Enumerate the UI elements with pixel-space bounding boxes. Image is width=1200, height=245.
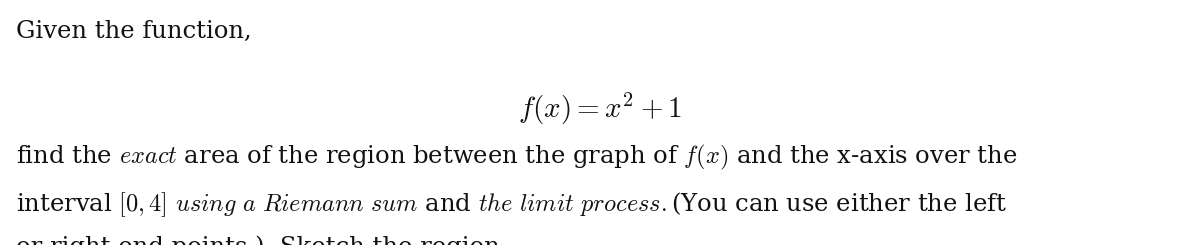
Text: or right end points.)  Sketch the region.: or right end points.) Sketch the region. [16,236,506,245]
Text: interval $[0, 4]$ $\mathit{using\ a\ Riemann\ sum}$ and $\mathit{the\ limit\ pro: interval $[0, 4]$ $\mathit{using\ a\ Rie… [16,190,1007,219]
Text: Given the function,: Given the function, [16,20,251,43]
Text: $f(x) = x^2 + 1$: $f(x) = x^2 + 1$ [518,91,682,127]
Text: find the $\mathit{exact}$ area of the region between the graph of $f(x)$ and the: find the $\mathit{exact}$ area of the re… [16,143,1016,172]
